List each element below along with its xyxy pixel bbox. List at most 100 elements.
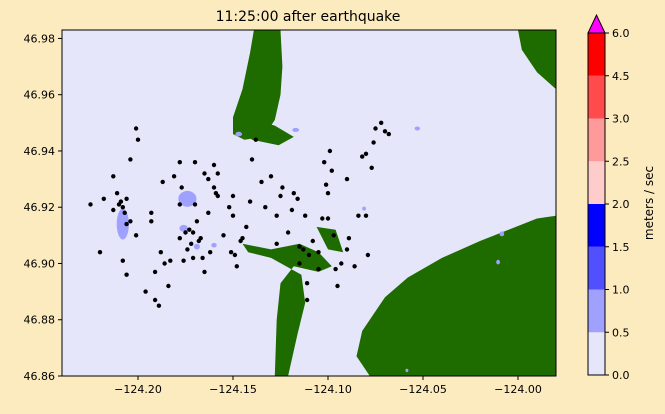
colorbar-tick-label: 6.0 <box>612 27 630 40</box>
debris-point <box>171 174 177 179</box>
land-central-shoal <box>242 243 332 376</box>
debris-point <box>208 250 213 255</box>
debris-point <box>371 140 376 145</box>
debris-point <box>124 221 129 227</box>
debris-point <box>190 230 196 235</box>
debris-point <box>285 230 291 235</box>
debris-point <box>143 289 148 294</box>
debris-point <box>249 157 255 162</box>
debris-point <box>253 137 258 142</box>
debris-point <box>356 213 361 218</box>
debris-point <box>333 266 338 272</box>
debris-point <box>215 171 220 176</box>
colorbar-tick-label: 1.5 <box>612 241 630 254</box>
colorbar-extend-max <box>587 13 606 34</box>
debris-point <box>310 238 315 244</box>
debris-point <box>365 252 371 258</box>
debris-point <box>316 266 321 272</box>
debris-point <box>228 250 234 255</box>
colorbar-tick-label: 1.0 <box>612 284 630 297</box>
debris-point <box>162 261 167 266</box>
debris-point <box>363 151 369 156</box>
speed-patch <box>116 208 129 240</box>
plot-frame <box>61 29 557 377</box>
debris-point <box>88 202 93 207</box>
y-tick-label: 46.88 <box>24 314 56 327</box>
debris-point <box>379 120 384 126</box>
debris-point <box>149 210 154 215</box>
debris-point <box>280 185 285 190</box>
colorbar-tick-label: 4.5 <box>612 70 630 83</box>
speed-patch <box>499 231 505 237</box>
debris-point <box>306 252 312 258</box>
debris-point <box>168 258 173 263</box>
debris-point <box>192 160 198 165</box>
debris-point <box>373 126 378 131</box>
debris-point <box>120 205 126 210</box>
debris-point <box>135 137 141 142</box>
debris-point <box>206 210 211 215</box>
colorbar-segment <box>588 204 605 247</box>
debris-layer <box>88 120 391 308</box>
land-central-strip <box>316 226 344 253</box>
debris-point <box>158 250 163 255</box>
speed-patch <box>179 224 188 232</box>
debris-point <box>295 196 300 201</box>
y-tick-label: 46.86 <box>24 370 56 383</box>
debris-point <box>133 126 139 131</box>
land-north-spit-tip <box>233 117 294 146</box>
x-tick-label: −124.20 <box>114 383 162 396</box>
speed-patch <box>235 131 243 137</box>
debris-point <box>369 165 374 170</box>
debris-point <box>230 213 236 218</box>
debris-point <box>344 176 350 182</box>
debris-point <box>128 157 133 162</box>
debris-point <box>232 252 238 258</box>
colorbar-segment <box>588 332 605 375</box>
debris-point <box>304 281 310 286</box>
colorbar-label: meters / sec <box>642 166 656 240</box>
speed-patch <box>178 190 197 207</box>
debris-point <box>177 236 182 241</box>
debris-point <box>230 193 236 199</box>
debris-point <box>202 269 207 275</box>
debris-point <box>120 258 126 263</box>
debris-point <box>259 179 264 185</box>
debris-point <box>118 199 124 204</box>
x-tick-label: −124.00 <box>494 383 542 396</box>
x-tick-label: −124.10 <box>304 383 352 396</box>
debris-point <box>234 264 239 269</box>
colorbar-segment <box>588 33 605 76</box>
debris-point <box>289 207 295 213</box>
land-layer <box>233 30 556 376</box>
debris-point <box>101 196 107 201</box>
speed-patch <box>211 242 217 248</box>
land-east-north-corner <box>518 30 556 90</box>
debris-point <box>114 191 120 196</box>
debris-point <box>215 193 220 199</box>
debris-point <box>198 236 203 241</box>
speed-patch-layer <box>116 126 505 373</box>
debris-point <box>331 233 336 238</box>
debris-point <box>268 174 274 179</box>
debris-point <box>179 185 184 190</box>
debris-point <box>187 227 192 232</box>
x-tick-label: −124.05 <box>399 383 447 396</box>
colorbar-tick-label: 0.5 <box>612 326 630 339</box>
debris-point <box>194 219 200 224</box>
debris-point <box>325 216 331 221</box>
debris-point <box>122 210 127 215</box>
debris-point <box>346 236 352 241</box>
debris-point <box>320 216 325 221</box>
debris-point <box>278 193 283 199</box>
debris-point <box>297 244 302 249</box>
debris-point <box>190 255 196 261</box>
debris-point <box>211 162 217 168</box>
debris-point <box>329 168 334 173</box>
debris-point <box>382 129 388 134</box>
debris-point <box>363 213 369 218</box>
colorbar-tick-label: 2.0 <box>612 198 630 211</box>
x-axis: −124.20 −124.15 −124.10 −124.05 −124.00 <box>114 376 542 396</box>
debris-point <box>291 191 296 196</box>
